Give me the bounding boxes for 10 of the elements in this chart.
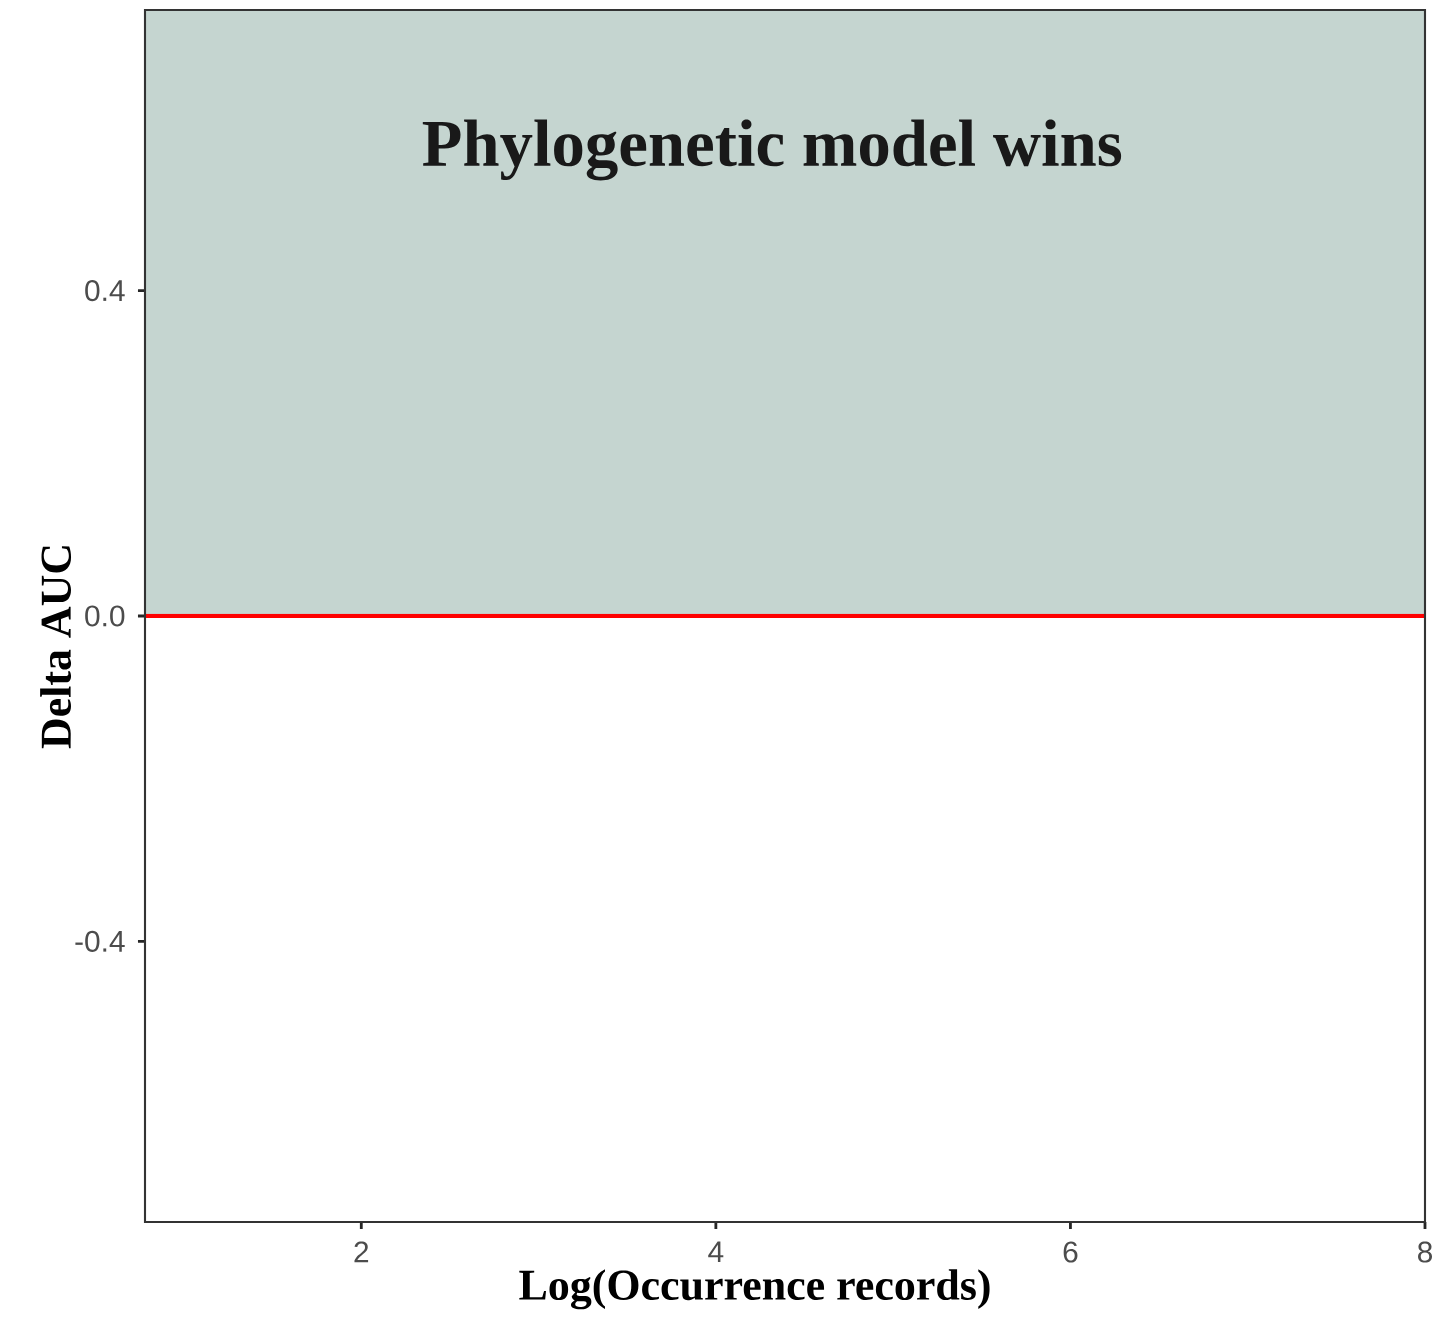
y-tick-label: 0.4 [85,280,125,302]
x-axis-title: Log(Occurrence records) [519,1269,990,1310]
y-axis-title: Delta AUC [40,546,72,749]
x-tick-label: 8 [1418,1241,1433,1263]
x-tick-label: 6 [1063,1241,1078,1263]
x-tick-label: 2 [354,1241,369,1263]
band-label: Phylogenetic model wins [422,119,1122,181]
y-tick-label: 0.0 [85,605,125,627]
y-tick-label: -0.4 [75,930,125,952]
x-tick-label: 4 [708,1241,724,1262]
